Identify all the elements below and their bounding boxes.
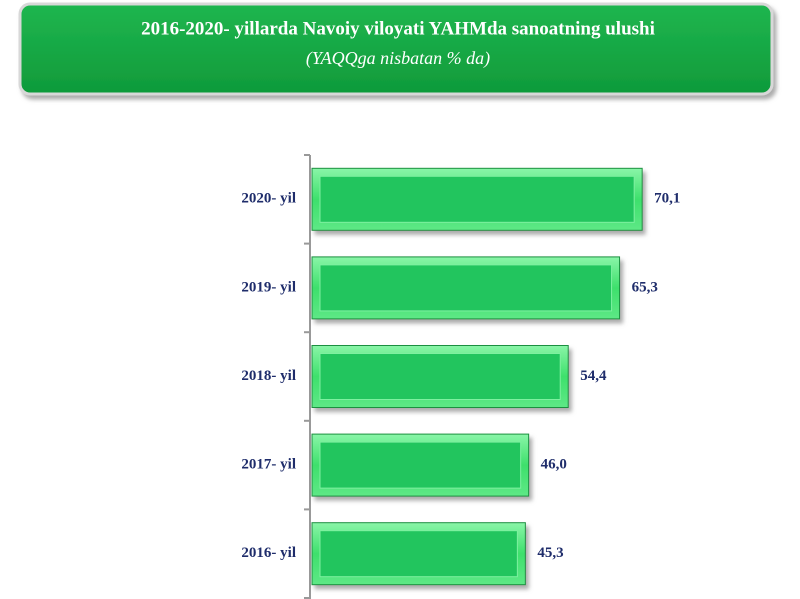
bar-bevel [319,175,635,223]
data-label: 54,4 [580,368,607,384]
bar-bevel [319,353,561,400]
data-label: 45,3 [537,545,563,561]
bar-bevel [319,441,522,489]
y-tick-label: 2016- yil [241,545,296,561]
bar-bevel [319,530,518,578]
data-label: 70,1 [654,191,680,207]
y-tick-label: 2020- yil [241,191,296,207]
chart-title: 2016-2020- yillarda Navoiy viloyati YAHM… [141,18,655,39]
chart-subtitle: (YAQQga nisbatan % da) [306,48,490,69]
data-label: 46,0 [541,457,567,473]
y-tick-label: 2018- yil [241,368,296,384]
bar-bevel [319,264,613,312]
y-tick-label: 2019- yil [241,279,296,295]
header-box [18,2,774,96]
data-label: 65,3 [632,279,658,295]
y-tick-label: 2017- yil [241,457,296,473]
